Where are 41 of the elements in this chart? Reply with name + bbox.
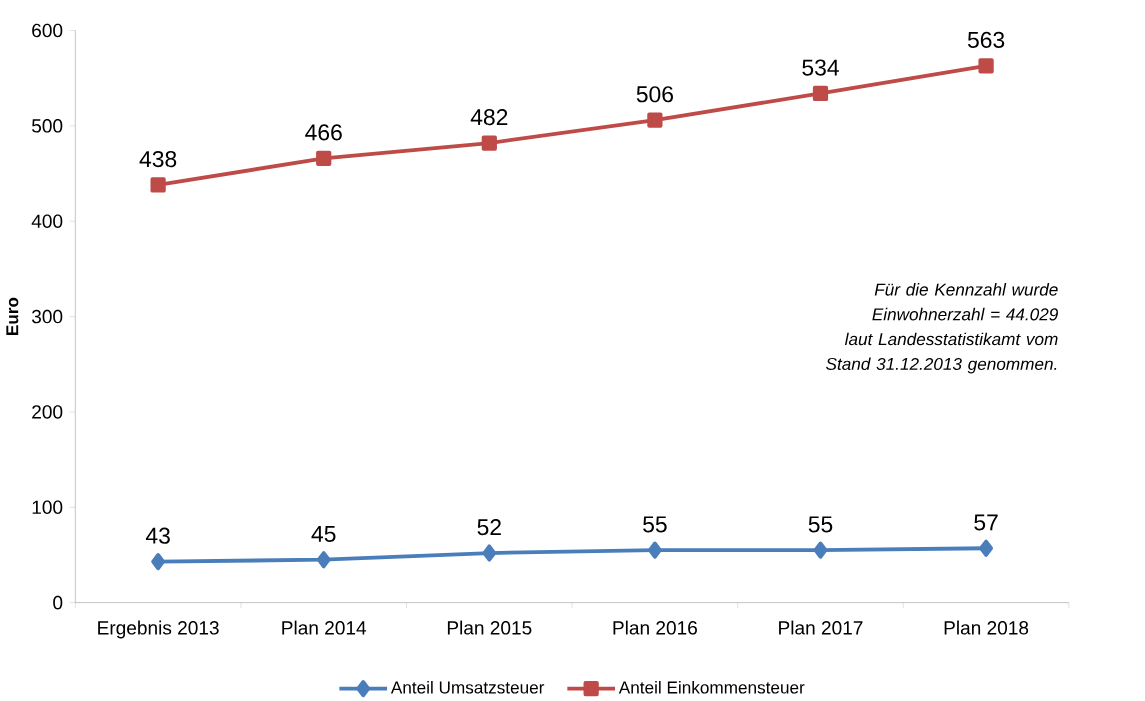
x-tick-label: Plan 2014: [282, 620, 367, 635]
point: [813, 541, 828, 559]
data-label: 534: [802, 59, 839, 76]
x-tick-label: Plan 2015: [447, 620, 532, 635]
data-label: 55: [643, 516, 667, 533]
data-label: 506: [636, 86, 673, 103]
data-label: 45: [311, 526, 336, 542]
point: [150, 177, 166, 193]
x-tick-label: Plan 2018: [944, 620, 1029, 635]
data-label: 563: [967, 31, 1005, 49]
data-label: 482: [470, 109, 508, 126]
y-tick-label: 500: [32, 119, 63, 133]
y-tick-label: 400: [31, 214, 63, 229]
data-label: 438: [139, 151, 177, 168]
y-axis-title: Euro: [6, 297, 19, 336]
data-label: 55: [808, 516, 833, 533]
point: [316, 551, 331, 569]
data-label: 57: [974, 514, 998, 531]
point: [812, 85, 829, 102]
point: [316, 150, 332, 166]
point: [482, 544, 497, 562]
legend-label: Anteil Umsatzsteuer: [390, 681, 545, 694]
point: [647, 541, 662, 559]
data-label: 43: [145, 527, 170, 544]
point: [978, 58, 994, 74]
point: [979, 539, 993, 557]
y-tick-label: 100: [32, 500, 63, 515]
data-label: 466: [305, 124, 342, 141]
point: [151, 553, 166, 571]
data-label: 52: [477, 519, 501, 536]
annotation: Für die Kennzahl wurde Einwohnerzahl = 44.029 laut Landesstatistikamt vom Stand 31.12.2013 genommen.: [826, 283, 1058, 374]
y-tick-label: 300: [31, 309, 63, 324]
y-tick-label: 0: [53, 595, 63, 610]
x-tick-label: Plan 2017: [779, 620, 863, 635]
x-tick-label: Plan 2016: [613, 620, 697, 635]
x-tick-label: Ergebnis 2013: [98, 620, 219, 639]
point: [647, 112, 663, 128]
y-tick-label: 200: [32, 405, 63, 419]
y-tick-label: 600: [32, 23, 63, 38]
point: [481, 135, 497, 151]
legend-label: Anteil Einkommensteuer: [618, 681, 805, 694]
